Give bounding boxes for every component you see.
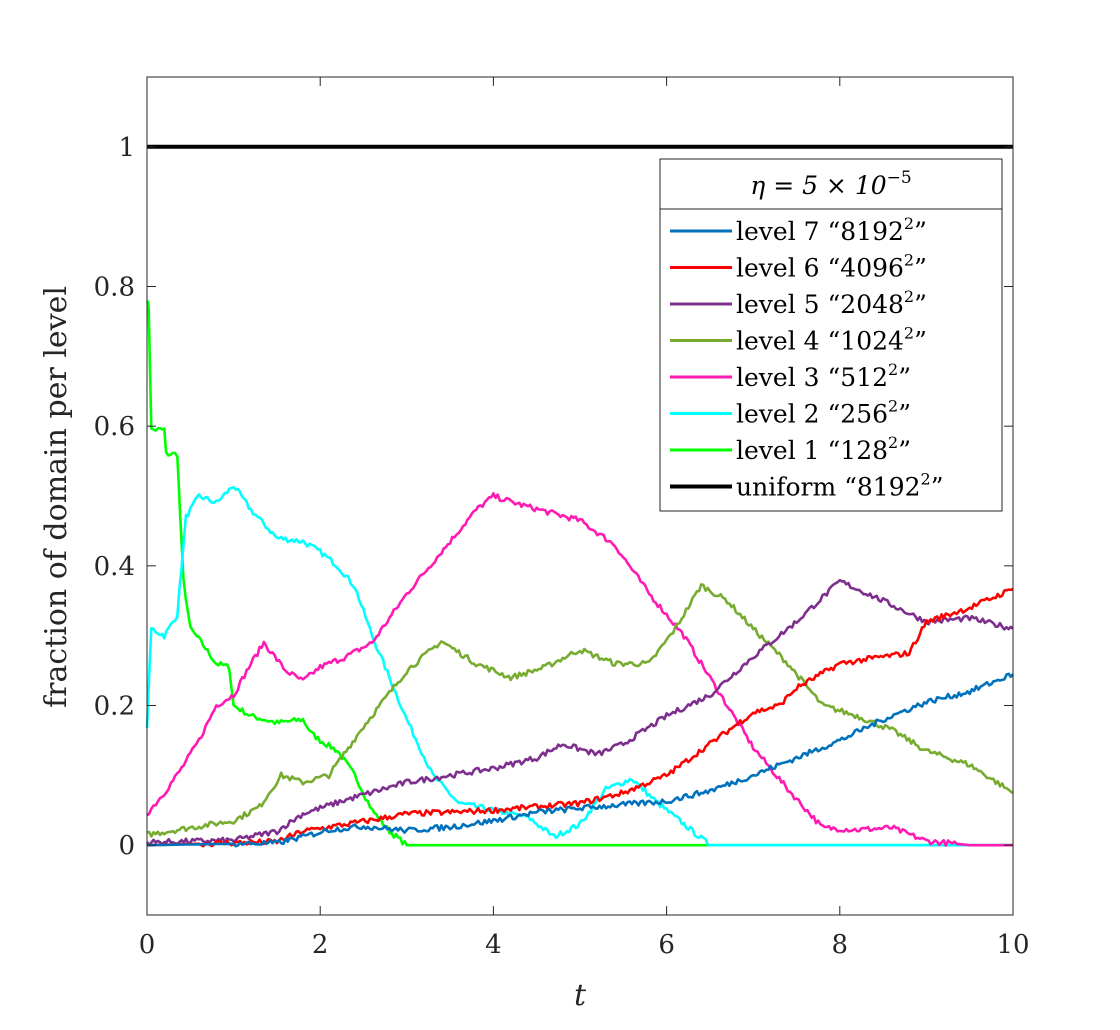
legend-entry-label: level 4 “1024: [736, 327, 904, 356]
series-line-4: [146, 583, 1014, 838]
legend-entry-close: ”: [914, 254, 927, 283]
legend-entry-label: level 3 “512: [736, 363, 888, 392]
plot-layer: [145, 144, 1014, 848]
series-line-3: [145, 578, 1014, 847]
legend-entry-close: ”: [898, 436, 911, 465]
x-tick-label: 2: [312, 930, 329, 960]
legend-entry-close: ”: [914, 217, 927, 246]
x-tick-label: 4: [485, 930, 502, 960]
x-tick-label: 8: [832, 930, 849, 960]
y-tick-label: 0: [118, 831, 135, 861]
legend-entry-6: level 2 “2562”: [736, 397, 911, 429]
legend-entry-7: level 1 “1282”: [736, 433, 911, 465]
legend-entry-sup: 2: [888, 360, 898, 379]
series-line-6: [145, 485, 1013, 847]
legend-entry-8: uniform “81922”: [736, 470, 943, 502]
x-tick-label: 10: [996, 930, 1029, 960]
legend-entry-close: ”: [914, 327, 927, 356]
legend-entry-sup: 2: [888, 433, 898, 452]
legend-title: η = 5 × 10−5: [750, 168, 911, 200]
legend-title-main: η = 5 × 10: [750, 171, 886, 200]
legend-entry-label: level 5 “2048: [736, 290, 904, 319]
legend-entry-sup: 2: [904, 287, 914, 306]
legend-entry-close: ”: [931, 473, 944, 502]
y-tick-label: 0.8: [94, 273, 135, 303]
legend-entry-2: level 6 “40962”: [736, 251, 927, 283]
legend-entry-close: ”: [898, 363, 911, 392]
series-line-5: [146, 492, 1013, 847]
y-tick-label: 0.6: [94, 412, 135, 442]
legend-entry-label: level 7 “8192: [736, 217, 904, 246]
legend-entry-label: level 1 “128: [736, 436, 888, 465]
series-line-1: [146, 672, 1014, 848]
legend-entry-sup: 2: [904, 324, 914, 343]
legend-box: [659, 158, 1003, 512]
legend-entry-5: level 3 “5122”: [736, 360, 911, 392]
legend-entry-sup: 2: [888, 397, 898, 416]
legend-entry-label: uniform “8192: [736, 473, 921, 502]
x-tick-label: 6: [658, 930, 675, 960]
series-line-2: [146, 587, 1014, 848]
legend-entry-4: level 4 “10242”: [736, 324, 927, 356]
y-tick-label: 0.4: [94, 552, 135, 582]
axes-frame: [146, 76, 1014, 916]
legend-entry-1: level 7 “81922”: [736, 214, 927, 246]
legend-entry-label: level 6 “4096: [736, 254, 904, 283]
axes-layer: 0 2 4 6 8 10 0 0.2 0.4 0.6 0.8 1: [94, 76, 1030, 960]
y-tick-label: 1: [118, 133, 135, 163]
y-axis-label: fraction of domain per level: [39, 286, 74, 708]
legend-entry-sup: 2: [921, 470, 931, 489]
x-axis-label: t: [574, 978, 587, 1013]
x-tick-label: 0: [139, 930, 156, 960]
legend-entry-sup: 2: [904, 251, 914, 270]
legend-entry-sup: 2: [904, 214, 914, 233]
legend-entry-3: level 5 “20482”: [736, 287, 927, 319]
y-tick-label: 0.2: [94, 692, 135, 722]
legend-entry-label: level 2 “256: [736, 400, 888, 429]
legend-entry-close: ”: [914, 290, 927, 319]
legend-entry-close: ”: [898, 400, 911, 429]
legend-title-sup: −5: [887, 168, 912, 188]
